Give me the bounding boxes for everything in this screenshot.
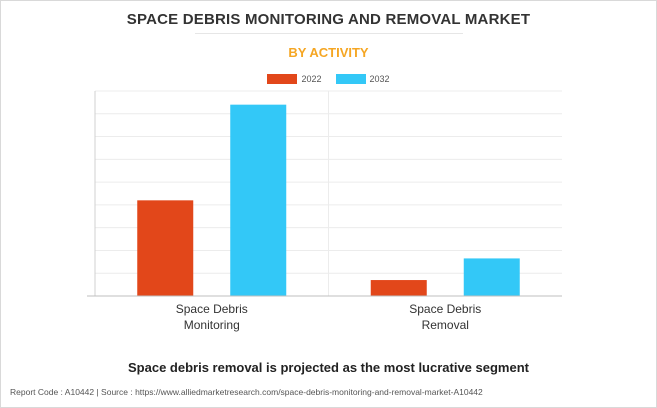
legend-item-2032[interactable]: 2032 xyxy=(335,72,390,86)
legend-item-2022[interactable]: 2022 xyxy=(267,72,322,86)
bar-2032-monitoring xyxy=(230,104,287,297)
legend: 2022 2032 xyxy=(0,72,657,86)
legend-label-2032: 2032 xyxy=(369,74,390,84)
legend-swatch-2022 xyxy=(267,74,298,84)
x-tick-label: Space Debris Monitoring xyxy=(176,302,248,332)
bar-2022-removal xyxy=(370,280,427,296)
chart-caption: Space debris removal is projected as the… xyxy=(128,360,529,375)
report-footer: Report Code : A10442 | Source : https://… xyxy=(10,387,483,397)
chart-subtitle: BY ACTIVITY xyxy=(288,45,369,60)
legend-label-2022: 2022 xyxy=(301,74,322,84)
chart-title: SPACE DEBRIS MONITORING AND REMOVAL MARK… xyxy=(126,11,531,28)
bar-2022-monitoring xyxy=(137,200,194,296)
bar-2032-removal xyxy=(463,258,520,296)
legend-swatch-2032 xyxy=(335,74,366,84)
x-tick-label: Space Debris Removal xyxy=(409,302,481,332)
title-divider xyxy=(195,33,463,34)
